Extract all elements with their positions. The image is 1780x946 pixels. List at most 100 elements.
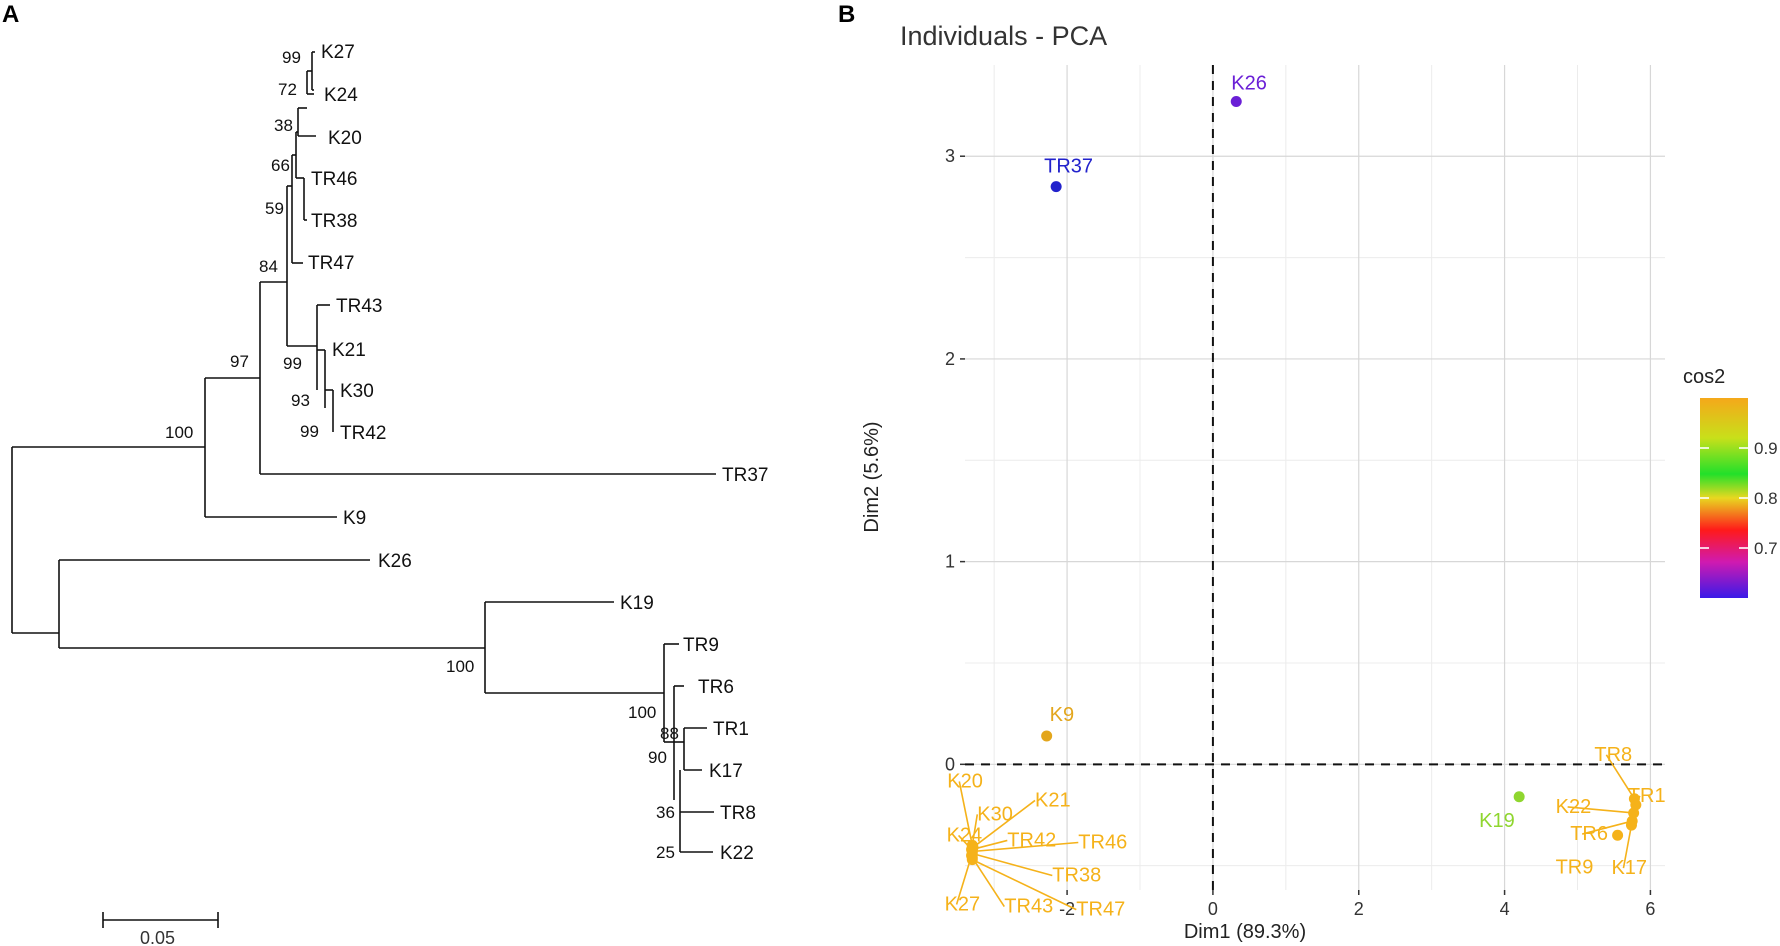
label-connector xyxy=(1581,820,1633,835)
leaf-label: K9 xyxy=(343,508,366,529)
leaf-label: K22 xyxy=(720,843,754,864)
leaf-label: K17 xyxy=(709,761,743,782)
tree-bootstrap-values: 99 72 38 66 59 84 99 93 99 97 100 100 10… xyxy=(165,48,679,862)
y-tick-label: 3 xyxy=(945,146,955,166)
bootstrap-value: 99 xyxy=(282,48,301,67)
point-label: K17 xyxy=(1611,857,1647,879)
bootstrap-value: 97 xyxy=(230,352,249,371)
leaf-label: TR38 xyxy=(311,211,357,232)
bootstrap-value: 100 xyxy=(446,657,474,676)
data-points xyxy=(966,95,1642,866)
point-label: K22 xyxy=(1556,796,1592,818)
data-point xyxy=(1612,829,1624,841)
leaf-label: TR1 xyxy=(713,719,749,740)
panel-b-letter: B xyxy=(838,1,855,28)
point-label: TR37 xyxy=(1044,156,1093,178)
scale-bar: 0.05 xyxy=(102,912,219,946)
leaf-label: TR46 xyxy=(311,169,357,190)
label-connector xyxy=(972,841,1079,853)
leaf-label: K24 xyxy=(324,85,358,106)
bootstrap-value: 59 xyxy=(265,199,284,218)
point-label: K21 xyxy=(1035,789,1071,811)
y-tick-label: 1 xyxy=(945,552,955,572)
point-label: TR38 xyxy=(1052,865,1101,887)
y-axis-title: Dim2 (5.6%) xyxy=(861,421,883,532)
leaf-label: K20 xyxy=(328,128,362,149)
leaf-label: K27 xyxy=(321,42,355,63)
point-label: TR46 xyxy=(1078,831,1127,853)
legend-tick-label: 0.8 xyxy=(1754,489,1778,508)
bootstrap-value: 84 xyxy=(259,257,278,276)
point-label: K24 xyxy=(947,824,983,846)
legend-tick-label: 0.9 xyxy=(1754,439,1778,458)
y-tick-label: 2 xyxy=(945,349,955,369)
leaf-label: K19 xyxy=(620,593,654,614)
leaf-label: TR47 xyxy=(308,253,354,274)
bootstrap-value: 38 xyxy=(274,116,293,135)
scale-bar-label: 0.05 xyxy=(140,928,175,946)
label-connector xyxy=(958,781,974,846)
data-point xyxy=(1041,730,1053,742)
legend-ticks: 0.9 0.8 0.7 xyxy=(1700,439,1778,558)
leaf-label: TR37 xyxy=(722,465,768,486)
point-label: K27 xyxy=(945,894,981,916)
point-label: TR8 xyxy=(1594,744,1632,766)
tree-leaf-labels: K27 K24 K20 TR46 TR38 TR47 TR43 K21 K30 … xyxy=(308,42,768,864)
label-connector xyxy=(971,857,1005,908)
leaf-label: TR42 xyxy=(340,423,386,444)
tree-branches xyxy=(11,51,716,853)
x-tick-label: 4 xyxy=(1500,899,1510,919)
point-labels: K26 TR37 K9 K19 K20 K30 K21 K24 TR42 TR46 TR38 K27 T… xyxy=(945,72,1666,920)
label-connector xyxy=(1622,824,1633,869)
label-connector xyxy=(972,799,1036,849)
point-label: TR43 xyxy=(1004,896,1053,918)
leaf-label: K26 xyxy=(378,551,412,572)
data-point xyxy=(1230,95,1242,107)
zero-reference-lines xyxy=(965,65,1665,890)
label-connector xyxy=(972,852,1053,877)
y-tick-label: 0 xyxy=(945,754,955,774)
cos2-legend: cos2 0.9 0.8 0.7 xyxy=(1683,366,1778,598)
grid xyxy=(965,65,1665,890)
point-label: K30 xyxy=(977,803,1013,825)
bootstrap-value: 66 xyxy=(271,156,290,175)
x-tick-label: 0 xyxy=(1208,899,1218,919)
point-label: TR1 xyxy=(1628,785,1666,807)
panel-a-tree: A xyxy=(2,1,768,946)
data-point xyxy=(1513,791,1525,803)
label-connector xyxy=(1567,806,1634,814)
leaf-label: K21 xyxy=(332,340,366,361)
leaf-label: TR8 xyxy=(720,803,756,824)
point-label: K19 xyxy=(1479,810,1515,832)
data-point xyxy=(1050,181,1062,193)
bootstrap-value: 93 xyxy=(291,391,310,410)
label-connector xyxy=(971,858,1077,911)
bootstrap-value: 25 xyxy=(656,843,675,862)
point-label: TR9 xyxy=(1556,856,1594,878)
leaf-label: TR9 xyxy=(683,635,719,656)
leaf-label: TR43 xyxy=(336,296,382,317)
point-label: K9 xyxy=(1050,704,1074,726)
point-label: K20 xyxy=(947,770,983,792)
chart-title: Individuals - PCA xyxy=(900,21,1107,51)
legend-tick-label: 0.7 xyxy=(1754,539,1778,558)
point-label: K26 xyxy=(1231,72,1267,94)
bootstrap-value: 100 xyxy=(628,703,656,722)
bootstrap-value: 72 xyxy=(278,80,297,99)
point-label: TR6 xyxy=(1570,823,1608,845)
data-point xyxy=(1625,819,1637,831)
bootstrap-value: 99 xyxy=(300,422,319,441)
bootstrap-value: 36 xyxy=(656,803,675,822)
panel-a-letter: A xyxy=(2,1,19,28)
leaf-label: TR6 xyxy=(698,677,734,698)
x-axis-title: Dim1 (89.3%) xyxy=(1184,921,1306,943)
bootstrap-value: 99 xyxy=(283,354,302,373)
bootstrap-value: 88 xyxy=(660,724,679,743)
x-tick-label: 6 xyxy=(1645,899,1655,919)
bootstrap-value: 100 xyxy=(165,423,193,442)
bootstrap-value: 90 xyxy=(648,748,667,767)
legend-title: cos2 xyxy=(1683,366,1725,388)
data-point xyxy=(1628,807,1640,819)
